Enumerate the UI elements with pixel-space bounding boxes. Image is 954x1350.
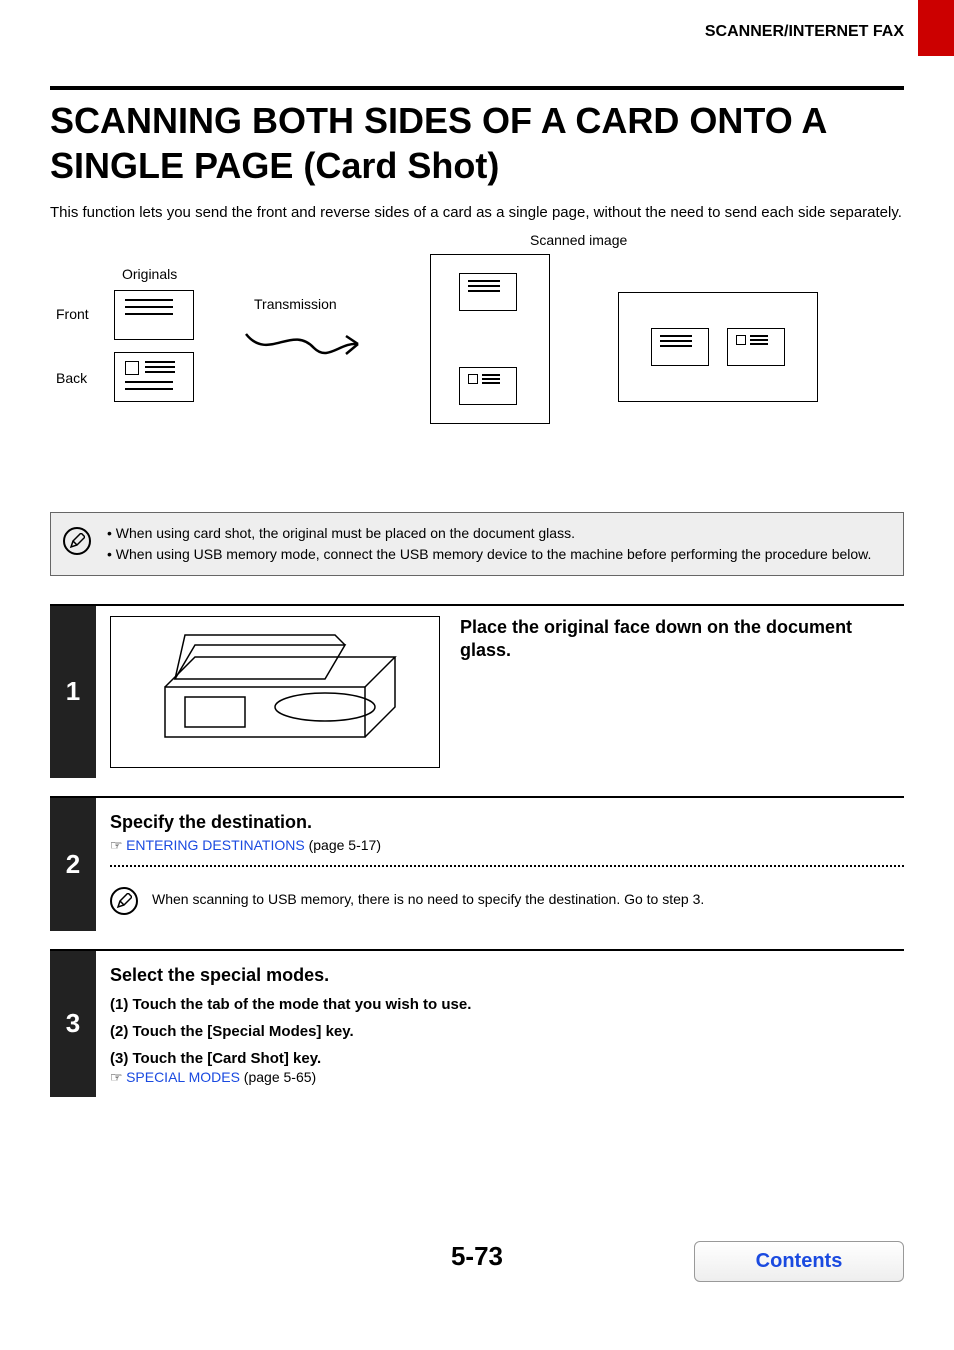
step-heading: Select the special modes. (110, 965, 904, 986)
note-item: When using card shot, the original must … (107, 523, 871, 544)
note-item: When using USB memory mode, connect the … (107, 544, 871, 565)
transmission-label: Transmission (254, 296, 337, 312)
scanned-image-label: Scanned image (530, 232, 627, 248)
original-front-card (114, 290, 194, 340)
header-bar: SCANNER/INTERNET FAX (0, 0, 954, 56)
step-heading: Specify the destination. (110, 812, 904, 833)
printer-illustration (110, 616, 440, 768)
section-header: SCANNER/INTERNET FAX (705, 5, 918, 51)
page-title: SCANNING BOTH SIDES OF A CARD ONTO A SIN… (50, 98, 904, 188)
step-3: 3 Select the special modes. (1) Touch th… (50, 949, 904, 1097)
title-rule (50, 86, 904, 90)
note-icon (63, 527, 91, 555)
transmission-arrow-icon (238, 326, 378, 366)
step-1: 1 (50, 604, 904, 778)
reference-link[interactable]: SPECIAL MODES (126, 1069, 240, 1085)
step-number: 2 (50, 798, 96, 931)
substep: (2) Touch the [Special Modes] key. (110, 1023, 904, 1040)
note-icon (110, 887, 138, 915)
reference-icon: ☞ (110, 839, 126, 854)
step-number: 3 (50, 951, 96, 1097)
back-label: Back (56, 370, 87, 386)
reference-icon: ☞ (110, 1071, 126, 1086)
intro-text: This function lets you send the front an… (50, 202, 904, 224)
step-note: When scanning to USB memory, there is no… (152, 891, 704, 907)
red-tab (918, 0, 954, 56)
step-heading: Place the original face down on the docu… (460, 616, 904, 663)
note-box: When using card shot, the original must … (50, 512, 904, 576)
original-back-card (114, 352, 194, 402)
reference-page: (page 5-17) (305, 837, 381, 853)
step-2: 2 Specify the destination. ☞ ENTERING DE… (50, 796, 904, 931)
diagram: Scanned image Originals Front Back Trans… (50, 232, 904, 452)
reference-page: (page 5-65) (240, 1069, 316, 1085)
substep: (1) Touch the tab of the mode that you w… (110, 996, 904, 1013)
step-number: 1 (50, 606, 96, 778)
originals-label: Originals (122, 266, 177, 282)
dotted-separator (110, 865, 904, 867)
front-label: Front (56, 306, 89, 322)
substep: (3) Touch the [Card Shot] key. (110, 1050, 904, 1067)
contents-button[interactable]: Contents (694, 1241, 904, 1282)
scanned-portrait (430, 254, 550, 424)
scanned-landscape (618, 292, 818, 402)
reference-link[interactable]: ENTERING DESTINATIONS (126, 837, 305, 853)
